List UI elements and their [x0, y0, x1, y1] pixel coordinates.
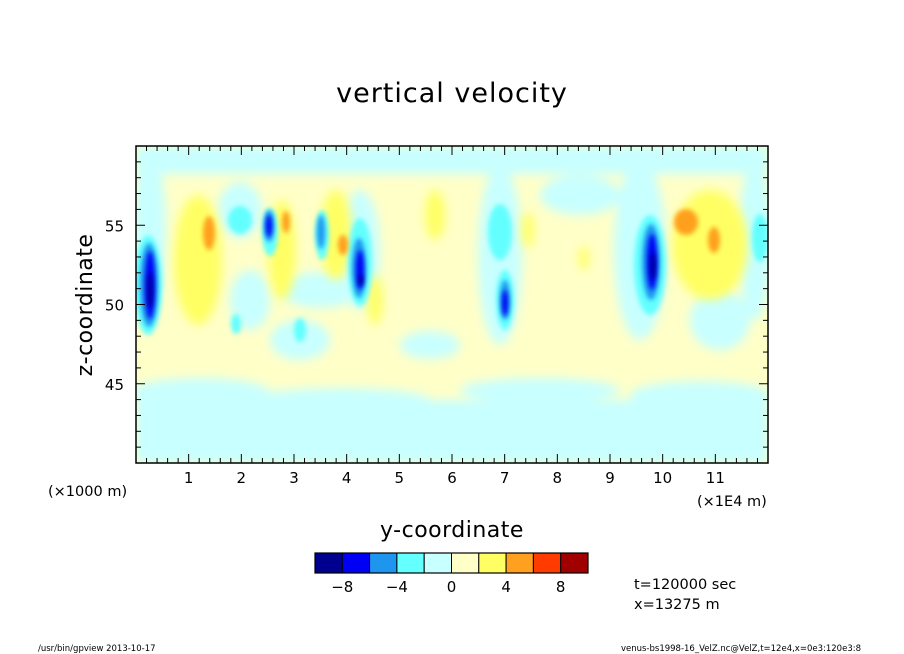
x-tick-label: 9 [605, 469, 615, 487]
colorbar-swatch [423, 552, 453, 574]
colorbar-swatch [369, 552, 398, 574]
colorbar-frame [314, 552, 589, 574]
x-tick-label: 1 [184, 469, 194, 487]
x-scale-note: (×1E4 m) [697, 494, 767, 510]
colorbar-swatch [451, 552, 480, 574]
colorbar-label: −4 [386, 578, 408, 596]
position-annotation: x=13275 m [634, 597, 720, 613]
colorbar-label: 0 [447, 578, 457, 596]
colorbar-swatch [560, 552, 589, 574]
x-tick-label: 6 [447, 469, 457, 487]
colorbar: −8 −4 0 4 8 [314, 552, 589, 596]
y-tick-label: 50 [105, 297, 124, 315]
footer-left: /usr/bin/gpview 2013-10-17 [38, 644, 156, 654]
x-tick-label: 11 [706, 469, 725, 487]
x-tick-label: 10 [653, 469, 672, 487]
x-tick-label: 5 [395, 469, 405, 487]
x-tick-label: 7 [500, 469, 510, 487]
colorbar-label: 4 [501, 578, 511, 596]
x-tick-label: 2 [237, 469, 247, 487]
colorbar-swatch [505, 552, 534, 574]
chart-title: vertical velocity [336, 78, 568, 109]
x-tick-label: 8 [553, 469, 563, 487]
heatmap-field [136, 146, 768, 463]
colorbar-label: −8 [331, 578, 353, 596]
time-annotation: t=120000 sec [634, 577, 736, 593]
colorbar-swatch [478, 552, 507, 574]
x-tick-label: 4 [342, 469, 352, 487]
y-tick-label: 55 [105, 217, 124, 235]
extreme-downdraft-regions [147, 252, 656, 308]
footer-right: venus-bs1998-16_VelZ.nc@VelZ,t=12e4,x=0e… [621, 644, 861, 654]
x-tick-label: 3 [289, 469, 299, 487]
colorbar-swatch [314, 552, 343, 574]
colorbar-swatch [341, 552, 371, 574]
y-scale-note: (×1000 m) [48, 484, 127, 500]
strong-updraft-regions [203, 209, 720, 255]
x-axis-label: y-coordinate [380, 518, 524, 543]
y-axis-label: z-coordinate [73, 234, 98, 377]
colorbar-label: 8 [556, 578, 566, 596]
colorbar-swatch [396, 552, 425, 574]
y-tick-label: 45 [105, 376, 124, 394]
colorbar-swatch [532, 552, 562, 574]
